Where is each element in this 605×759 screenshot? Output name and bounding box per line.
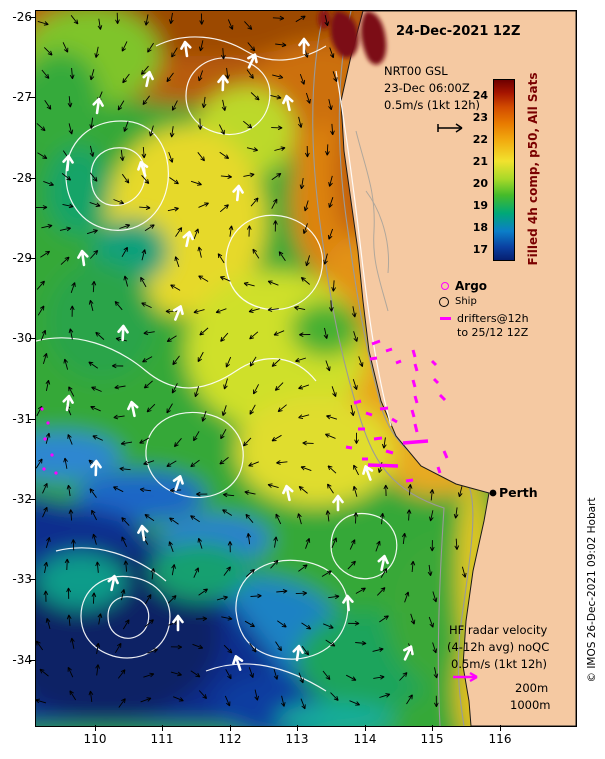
x-tick-label: 110 bbox=[83, 732, 107, 746]
vector-scale-arrow bbox=[437, 123, 463, 133]
colorbar-tick-label: 23 bbox=[472, 111, 488, 124]
drifter-tracks bbox=[40, 339, 449, 483]
x-tick-label: 111 bbox=[150, 732, 174, 746]
shark-bay-warm-water bbox=[318, 11, 387, 65]
map-plot-area: 24-Dec-2021 12Z NRT00 GSL 23-Dec 06:00Z … bbox=[35, 10, 577, 727]
copyright-text: © IMOS 26-Dec-2021 09:02 Hobart bbox=[586, 497, 598, 683]
y-tick-label: -31 bbox=[12, 412, 32, 426]
legend-drifters: drifters@12h bbox=[440, 312, 529, 325]
vector-scale-label: 0.5m/s (1kt 12h) bbox=[384, 98, 481, 112]
x-tick-label: 113 bbox=[285, 732, 309, 746]
hf-radar-line1: HF radar velocity bbox=[449, 623, 548, 637]
drifters-label-2: to 25/12 12Z bbox=[457, 326, 529, 339]
colorbar-tick-label: 24 bbox=[472, 89, 488, 102]
isobath-1000m-label: 1000m bbox=[510, 698, 551, 712]
y-tick-label: -34 bbox=[12, 653, 32, 667]
y-axis-tick bbox=[29, 499, 35, 500]
x-tick-label: 116 bbox=[488, 732, 512, 746]
argo-marker-icon bbox=[441, 282, 449, 290]
map-datetime: 24-Dec-2021 12Z bbox=[396, 24, 521, 39]
x-axis-tick bbox=[230, 725, 231, 731]
y-tick-label: -29 bbox=[12, 251, 32, 265]
colorbar-tick-label: 22 bbox=[472, 133, 488, 146]
velocity-vectors bbox=[36, 12, 467, 710]
colorbar-tick-label: 20 bbox=[472, 177, 488, 190]
x-tick-label: 115 bbox=[420, 732, 444, 746]
legend-argo: Argo bbox=[441, 279, 487, 293]
x-axis-tick bbox=[432, 725, 433, 731]
drifter-marker-icon bbox=[440, 317, 451, 320]
colorbar-tick-label: 17 bbox=[472, 243, 488, 256]
product-info: NRT00 GSL 23-Dec 06:00Z 0.5m/s (1kt 12h) bbox=[384, 63, 480, 114]
y-axis-tick bbox=[29, 660, 35, 661]
x-axis-tick bbox=[297, 725, 298, 731]
x-axis-tick bbox=[365, 725, 366, 731]
colorbar-tick-label: 19 bbox=[472, 199, 488, 212]
bathymetry-contours bbox=[312, 11, 474, 726]
y-axis-tick bbox=[29, 178, 35, 179]
colorbar bbox=[493, 79, 515, 261]
x-axis-tick bbox=[95, 725, 96, 731]
y-tick-label: -26 bbox=[12, 10, 32, 24]
product-time: 23-Dec 06:00Z bbox=[384, 81, 470, 95]
hf-radar-line2: (4-12h avg) noQC bbox=[447, 640, 550, 654]
y-axis-tick bbox=[29, 419, 35, 420]
y-axis-tick bbox=[29, 338, 35, 339]
y-tick-label: -32 bbox=[12, 492, 32, 506]
perth-label: Perth bbox=[499, 485, 538, 500]
hf-radar-line3: 0.5m/s (1kt 12h) bbox=[451, 657, 548, 671]
x-axis-tick bbox=[162, 725, 163, 731]
y-tick-label: -28 bbox=[12, 171, 32, 185]
isobath-200m-label: 200m bbox=[515, 681, 549, 695]
y-tick-label: -27 bbox=[12, 90, 32, 104]
x-tick-label: 114 bbox=[353, 732, 377, 746]
gsl-contours bbox=[36, 36, 398, 692]
sst-map-image bbox=[36, 11, 576, 726]
hf-radar-scale-arrow bbox=[453, 671, 478, 683]
land-polygon bbox=[340, 11, 576, 726]
drifters-label: drifters@12h bbox=[457, 312, 529, 325]
y-axis-tick bbox=[29, 97, 35, 98]
x-tick-label: 112 bbox=[218, 732, 242, 746]
ship-label: Ship bbox=[455, 296, 477, 307]
river-lines bbox=[355, 130, 390, 312]
y-tick-label: -33 bbox=[12, 572, 32, 586]
colorbar-tick-label: 21 bbox=[472, 155, 488, 168]
perth-marker bbox=[489, 489, 497, 497]
y-tick-label: -30 bbox=[12, 331, 32, 345]
colorbar-title: Filled 4h comp, p50, All Sats bbox=[526, 72, 540, 266]
argo-label: Argo bbox=[455, 279, 488, 293]
product-name: NRT00 GSL bbox=[384, 64, 448, 78]
ship-marker-icon bbox=[439, 296, 449, 307]
y-axis-tick bbox=[29, 579, 35, 580]
y-axis-tick bbox=[29, 17, 35, 18]
legend-ship: Ship bbox=[439, 296, 477, 307]
colorbar-tick-label: 18 bbox=[472, 221, 488, 234]
x-axis-tick bbox=[500, 725, 501, 731]
y-axis-tick bbox=[29, 258, 35, 259]
